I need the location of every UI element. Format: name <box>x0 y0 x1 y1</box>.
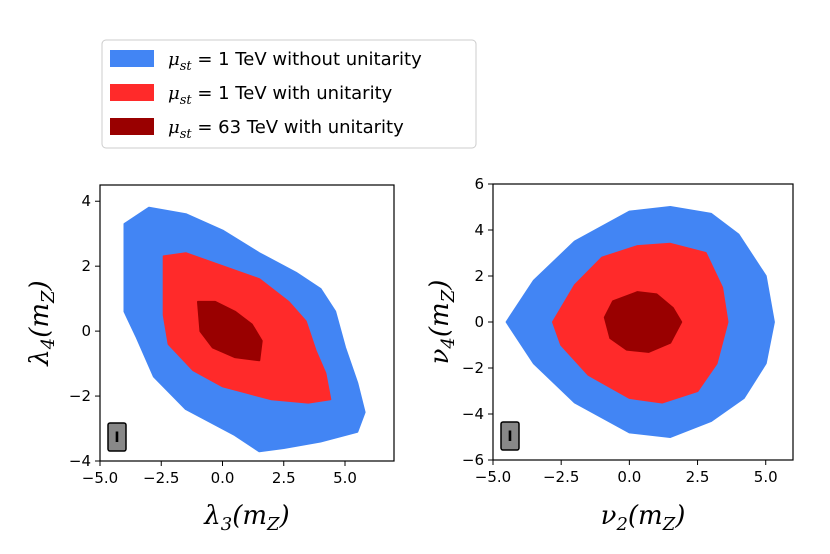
left-x-axis-label: λ3(mZ) <box>203 501 289 535</box>
right-xtick-label-2: 0.0 <box>617 468 641 486</box>
right-xtick-label-3: 2.5 <box>686 468 710 486</box>
left-xtick-label-4: 5.0 <box>333 469 357 487</box>
plot-right: −5.0 −2.5 0.0 2.5 5.0 −6 −4 −2 0 2 4 6 I ν2(mZ) ν4(… <box>425 175 794 535</box>
right-y-axis-label: ν4(mZ) <box>425 280 459 365</box>
right-x-axis-label: ν2(mZ) <box>601 501 686 535</box>
right-xtick-label-1: −2.5 <box>543 468 579 486</box>
legend-frame <box>101 39 477 149</box>
left-y-axis-label: λ4(mZ) <box>25 280 59 366</box>
right-region-2 <box>603 291 683 353</box>
legend: μst = 1 TeV without unitarity μst = 1 TeV… <box>101 39 477 149</box>
left-panel-badge <box>107 422 127 452</box>
legend-swatch-1 <box>110 84 154 101</box>
right-ytick-label-1: −4 <box>462 405 484 423</box>
right-ytick-label-4: 2 <box>474 267 484 285</box>
legend-label-2: μst = 63 TeV with unitarity <box>168 117 404 142</box>
left-xtick-label-3: 2.5 <box>272 469 296 487</box>
right-xtick-label-4: 5.0 <box>754 468 778 486</box>
right-ytick-label-2: −2 <box>462 359 484 377</box>
left-ytick-label-4: 4 <box>81 192 91 210</box>
right-panel-badge <box>500 421 520 451</box>
right-ytick-label-5: 4 <box>474 221 484 239</box>
left-ytick-label-3: 2 <box>81 257 91 275</box>
left-ytick-label-0: −4 <box>69 452 91 470</box>
left-xtick-label-0: −5.0 <box>82 469 118 487</box>
left-panel-badge-label: I <box>114 430 119 446</box>
plot-left-frame <box>99 184 395 462</box>
left-region-2 <box>197 300 263 362</box>
legend-swatch-2 <box>110 118 154 135</box>
left-xtick-label-2: 0.0 <box>211 469 235 487</box>
legend-swatch-0 <box>110 50 154 67</box>
left-ytick-label-1: −2 <box>69 387 91 405</box>
right-ytick-label-6: 6 <box>474 175 484 193</box>
left-xtick-label-1: −2.5 <box>143 469 179 487</box>
right-ytick-label-0: −6 <box>462 451 484 469</box>
right-ytick-label-3: 0 <box>474 313 484 331</box>
legend-label-0: μst = 1 TeV without unitarity <box>168 49 422 74</box>
left-ytick-label-2: 0 <box>81 322 91 340</box>
right-panel-badge-label: I <box>507 429 512 445</box>
legend-label-1: μst = 1 TeV with unitarity <box>168 83 393 108</box>
plot-left: −5.0 −2.5 0.0 2.5 5.0 −4 −2 0 2 4 I λ3(mZ) λ4(mZ) <box>25 184 395 535</box>
right-xtick-label-0: −5.0 <box>475 468 511 486</box>
